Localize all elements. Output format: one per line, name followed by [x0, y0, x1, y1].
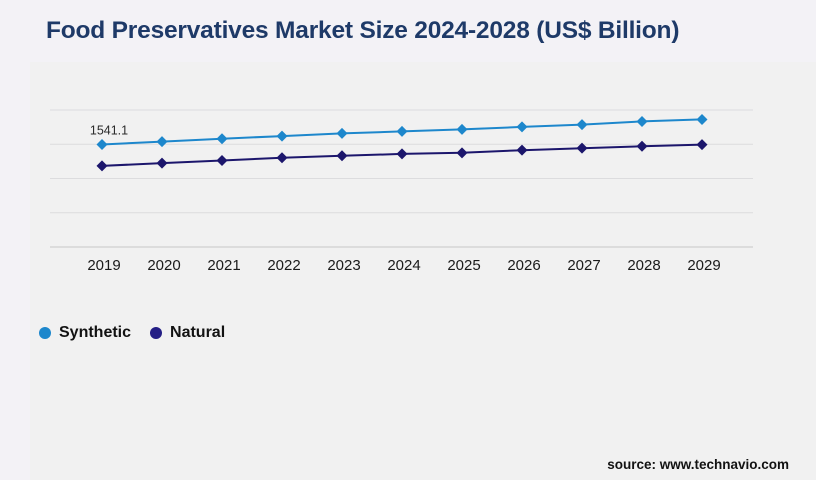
data-point-synthetic-2029[interactable]: [696, 113, 708, 125]
data-point-synthetic-2021[interactable]: [216, 133, 228, 145]
legend-item-synthetic[interactable]: Synthetic: [39, 324, 131, 342]
data-point-natural-2024[interactable]: [396, 148, 408, 160]
data-point-label: 1541.1: [90, 124, 128, 138]
x-axis-tick-label: 2022: [267, 257, 300, 274]
x-axis-tick-label: 2021: [207, 257, 240, 274]
data-point-synthetic-2028[interactable]: [636, 115, 648, 127]
natural-series-marker-icon: [150, 327, 163, 339]
data-point-synthetic-2020[interactable]: [156, 136, 168, 148]
data-point-synthetic-2022[interactable]: [276, 130, 288, 142]
data-point-synthetic-2023[interactable]: [336, 127, 348, 139]
synthetic-series-marker-icon: [39, 327, 51, 339]
data-point-natural-2022[interactable]: [276, 152, 288, 164]
data-point-natural-2027[interactable]: [576, 142, 588, 154]
data-point-natural-2021[interactable]: [216, 155, 228, 167]
data-point-natural-2026[interactable]: [516, 144, 528, 156]
legend-label-natural: Natural: [170, 324, 226, 341]
legend-label-synthetic: Synthetic: [59, 324, 132, 341]
data-point-natural-2023[interactable]: [336, 150, 348, 162]
data-point-synthetic-2019[interactable]: [96, 139, 108, 151]
source-attribution: source: www.technavio.com: [607, 457, 789, 472]
x-axis-tick-label: 2023: [327, 257, 360, 274]
data-point-natural-2019[interactable]: [96, 160, 108, 172]
data-point-natural-2025[interactable]: [456, 147, 468, 159]
x-axis-tick-label: 2019: [87, 257, 120, 274]
x-axis-tick-label: 2026: [507, 257, 540, 274]
data-point-synthetic-2027[interactable]: [576, 119, 588, 131]
data-point-natural-2020[interactable]: [156, 157, 168, 169]
x-axis-tick-label: 2024: [387, 257, 420, 274]
legend-item-natural[interactable]: Natural: [150, 324, 225, 342]
x-axis-tick-label: 2029: [687, 257, 720, 274]
x-axis-tick-label: 2025: [447, 257, 480, 274]
data-point-natural-2028[interactable]: [636, 140, 648, 152]
chart-legend: Synthetic Natural: [39, 324, 225, 342]
data-point-synthetic-2025[interactable]: [456, 123, 468, 135]
data-point-synthetic-2024[interactable]: [396, 125, 408, 137]
x-axis-tick-label: 2028: [627, 257, 660, 274]
x-axis-tick-label: 2027: [567, 257, 600, 274]
x-axis-tick-label: 2020: [147, 257, 180, 274]
chart-title: Food Preservatives Market Size 2024-2028…: [46, 17, 680, 44]
data-point-natural-2029[interactable]: [696, 139, 708, 151]
data-point-synthetic-2026[interactable]: [516, 121, 528, 133]
